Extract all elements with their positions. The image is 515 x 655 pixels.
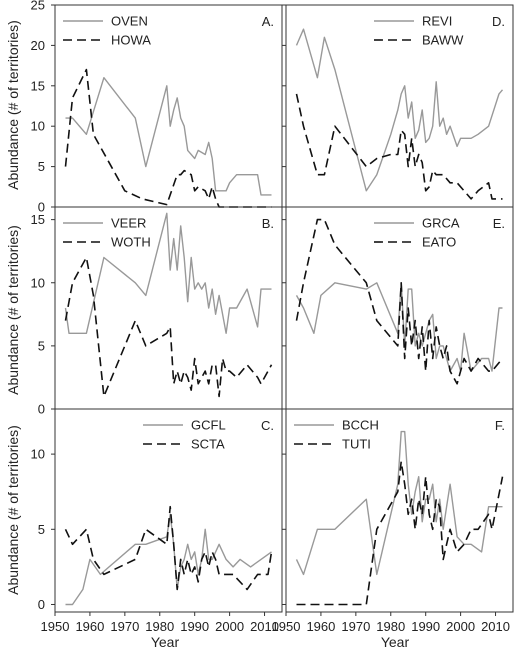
y-tick-label: 25 <box>31 0 45 13</box>
y-axis-title-top: Abundance (# of territories) <box>5 20 21 190</box>
y-tick-label: 15 <box>31 212 45 227</box>
panel-frame <box>285 4 514 208</box>
x-tick-label: 1990 <box>411 619 440 634</box>
x-tick-label: 1960 <box>306 619 335 634</box>
y-tick-label: 10 <box>31 119 45 134</box>
panel-frame <box>285 408 514 613</box>
x-tick-label: 1960 <box>75 619 104 634</box>
panel-frame <box>54 408 283 613</box>
y-tick-label: 5 <box>38 159 45 174</box>
series-line-eato <box>295 218 504 385</box>
x-tick-label: 1970 <box>110 619 139 634</box>
x-tick-label: 1980 <box>376 619 405 634</box>
panel-b: 0 5 10 15 VEER WOTH B. <box>31 206 283 417</box>
series-line-bcch <box>295 430 503 576</box>
y-tick-label: 15 <box>31 78 45 93</box>
legend-label: WOTH <box>111 235 151 250</box>
y-tick-label: 10 <box>31 275 45 290</box>
x-tick-label: 2010 <box>250 619 279 634</box>
panel-letter: C. <box>261 418 274 433</box>
x-axis-title-left: Year <box>151 634 180 650</box>
panel-f: 1950 1960 1970 1980 1990 2000 2010 BCCH TUTI F. <box>272 408 514 634</box>
legend-label: VEER <box>111 216 146 231</box>
x-tick-label: 2000 <box>446 619 475 634</box>
legend-label: BCCH <box>342 418 379 433</box>
panel-letter: F. <box>495 418 505 433</box>
series-line-gcfl <box>65 513 272 606</box>
panel-letter: A. <box>262 14 274 29</box>
series-line-grca <box>295 282 503 372</box>
legend-label: OVEN <box>111 14 148 29</box>
x-tick-label: 2010 <box>481 619 510 634</box>
y-tick-label: 0 <box>38 402 45 417</box>
panel-letter: E. <box>493 216 505 231</box>
x-tick-label: 1970 <box>341 619 370 634</box>
legend-label: BAWW <box>422 33 464 48</box>
x-tick-label: 1950 <box>41 619 70 634</box>
y-tick-label: 0 <box>38 597 45 612</box>
legend-label: SCTA <box>191 437 225 452</box>
x-axis-title-right: Year <box>381 634 410 650</box>
series-line-veer <box>64 212 272 334</box>
panel-a: 0 5 10 15 20 25 OVEN HOWA A. <box>31 0 283 215</box>
legend-label: EATO <box>422 235 456 250</box>
panel-letter: D. <box>492 14 505 29</box>
panel-d: REVI BAWW D. <box>282 4 514 208</box>
legend-label: TUTI <box>342 437 371 452</box>
x-tick-label: 1950 <box>272 619 301 634</box>
series-line-oven <box>65 76 272 196</box>
series-line-baww <box>295 93 503 200</box>
y-axis-title-middle: Abundance (# of territories) <box>5 225 21 395</box>
y-tick-label: 10 <box>31 447 45 462</box>
series-line-scta <box>64 505 273 591</box>
series-line-revi <box>295 28 504 192</box>
y-tick-label: 0 <box>38 200 45 215</box>
panel-e: GRCA EATO E. <box>282 206 514 410</box>
legend-label: GCFL <box>191 418 226 433</box>
series-line-tuti <box>296 460 504 606</box>
y-tick-label: 5 <box>38 338 45 353</box>
y-tick-label: 5 <box>38 522 45 537</box>
x-tick-label: 1980 <box>145 619 174 634</box>
series-line-howa <box>64 68 272 208</box>
series-line-woth <box>64 256 273 398</box>
panel-c: 0 5 10 1950 1960 1970 1980 1990 2000 2010 GCFL SCTA… <box>31 408 283 634</box>
legend-label: HOWA <box>111 33 151 48</box>
x-tick-label: 2000 <box>215 619 244 634</box>
legend-label: GRCA <box>422 216 460 231</box>
x-tick-label: 1990 <box>180 619 209 634</box>
legend-label: REVI <box>422 14 452 29</box>
y-tick-label: 20 <box>31 38 45 53</box>
panel-letter: B. <box>262 216 274 231</box>
y-axis-title-bottom: Abundance (# of territories) <box>5 425 21 595</box>
